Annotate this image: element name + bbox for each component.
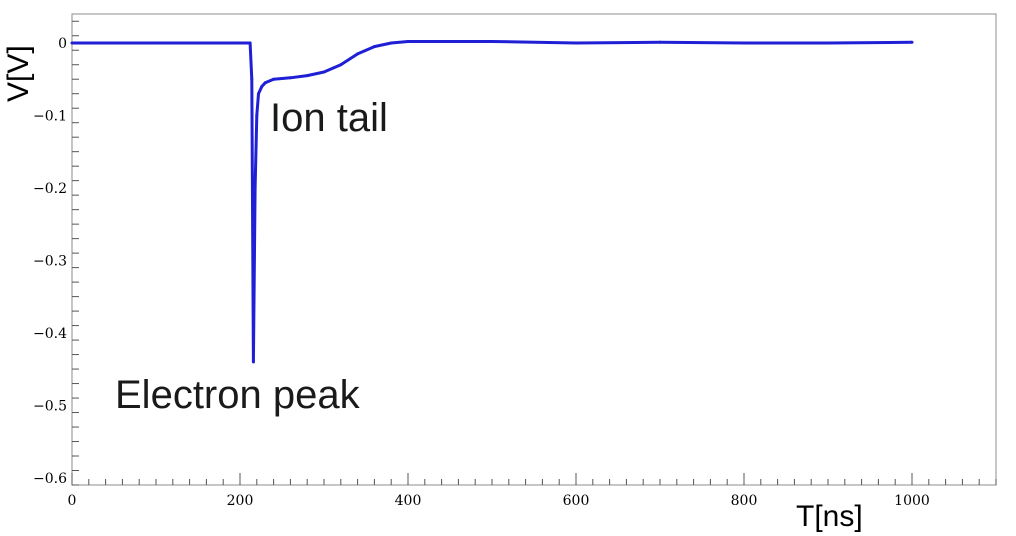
x-tick-label: 1000 bbox=[894, 493, 930, 509]
data-point bbox=[288, 76, 292, 80]
data-point bbox=[255, 113, 259, 117]
data-point bbox=[250, 77, 254, 81]
data-point bbox=[322, 70, 326, 74]
tick-labels: 0 200 400 600 800 1000 0 −0.1 −0.2 −0.3 −0.4 −0.5 −0… bbox=[33, 36, 930, 509]
annotation-electron-peak: Electron peak bbox=[115, 373, 361, 417]
data-point bbox=[272, 77, 276, 81]
y-axis-title: V[V] bbox=[2, 45, 35, 102]
data-point bbox=[70, 41, 74, 45]
x-tick-label: 0 bbox=[68, 493, 77, 509]
data-point bbox=[372, 45, 376, 49]
axis-ticks bbox=[71, 20, 997, 486]
y-tick-label: −0.6 bbox=[33, 471, 67, 487]
data-point bbox=[826, 41, 830, 45]
y-tick-label: −0.4 bbox=[33, 326, 67, 342]
y-tick-label: −0.1 bbox=[33, 108, 67, 124]
plot-frame bbox=[71, 13, 997, 486]
series-layer bbox=[70, 40, 914, 364]
x-axis-title: T[ns] bbox=[796, 500, 863, 533]
data-point bbox=[406, 40, 410, 44]
x-tick-label: 400 bbox=[395, 493, 422, 509]
annotation-ion-tail: Ion tail bbox=[270, 96, 388, 140]
x-tick-label: 200 bbox=[227, 493, 254, 509]
x-tick-label: 600 bbox=[563, 493, 590, 509]
data-point bbox=[574, 41, 578, 45]
data-point bbox=[910, 40, 914, 44]
series-line bbox=[72, 40, 913, 364]
y-tick-label: −0.3 bbox=[33, 253, 67, 269]
data-point bbox=[238, 41, 242, 45]
data-point bbox=[658, 40, 662, 44]
data-point bbox=[260, 84, 264, 88]
y-tick-label: 0 bbox=[58, 36, 67, 52]
data-point bbox=[356, 52, 360, 56]
data-point bbox=[251, 360, 255, 364]
y-tick-label: −0.2 bbox=[33, 181, 67, 197]
data-point bbox=[263, 81, 267, 85]
data-point bbox=[253, 186, 257, 190]
y-tick-label: −0.5 bbox=[33, 398, 67, 414]
data-point bbox=[256, 92, 260, 96]
data-point bbox=[305, 74, 309, 78]
data-point bbox=[339, 63, 343, 67]
data-point bbox=[154, 41, 158, 45]
data-point bbox=[248, 41, 252, 45]
data-point bbox=[490, 40, 494, 44]
data-point bbox=[389, 41, 393, 45]
x-tick-label: 800 bbox=[731, 493, 758, 509]
data-point bbox=[742, 41, 746, 45]
